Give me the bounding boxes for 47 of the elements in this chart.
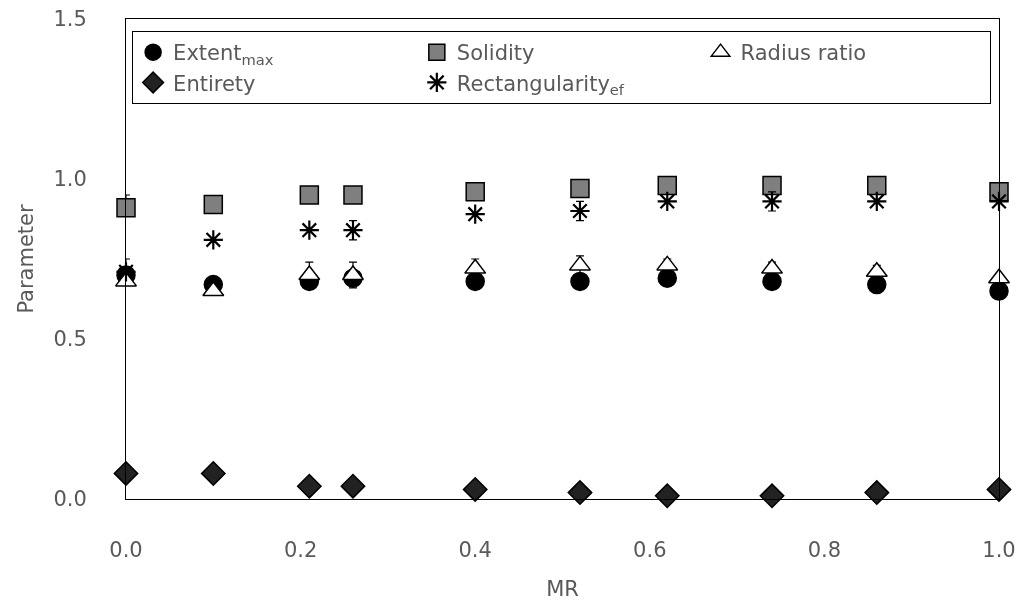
point — [867, 175, 887, 196]
point — [116, 198, 136, 218]
y-tick-label: 1.0 — [53, 167, 87, 192]
point — [864, 480, 890, 506]
point — [570, 178, 590, 199]
point — [656, 190, 678, 213]
point — [113, 460, 139, 486]
point — [867, 274, 887, 295]
point — [570, 271, 590, 292]
point — [462, 476, 488, 502]
point — [762, 175, 782, 196]
point — [654, 483, 680, 509]
y-tick-label: 0.5 — [53, 327, 87, 352]
point — [866, 190, 888, 213]
x-tick-label: 0.6 — [633, 538, 667, 563]
point — [203, 194, 224, 215]
x-tick-label: 0.4 — [458, 538, 492, 563]
point — [200, 460, 226, 486]
point — [340, 473, 366, 499]
point — [464, 203, 486, 225]
point — [986, 476, 1012, 502]
legend-label: Extent$_{max}$ — [173, 41, 274, 68]
x-tick-label: 0.2 — [283, 538, 318, 563]
x-tick-label: 0.8 — [807, 538, 842, 563]
point — [299, 185, 320, 205]
legend-label: Radius ratio — [740, 41, 867, 66]
point — [988, 190, 1010, 213]
point — [298, 219, 321, 241]
legend-label: Solidity — [456, 41, 535, 66]
point — [343, 185, 363, 205]
point — [296, 473, 322, 499]
legend-label: Rectangularity$_{ef}$ — [456, 71, 625, 99]
point — [657, 175, 678, 196]
x-tick-label: 0.0 — [109, 538, 143, 563]
y-axis-title: Parameter — [13, 204, 38, 314]
point — [567, 480, 593, 506]
y-tick-label: 1.5 — [53, 7, 87, 32]
x-tick-label: 1.0 — [982, 538, 1016, 563]
point — [759, 483, 785, 509]
point — [342, 219, 364, 241]
point — [202, 229, 224, 251]
y-tick-label: 0.0 — [53, 487, 87, 512]
point — [465, 182, 485, 202]
point — [569, 200, 591, 222]
x-axis-title: MR — [546, 577, 579, 602]
legend-label: Entirety — [173, 71, 256, 96]
point — [761, 190, 783, 213]
